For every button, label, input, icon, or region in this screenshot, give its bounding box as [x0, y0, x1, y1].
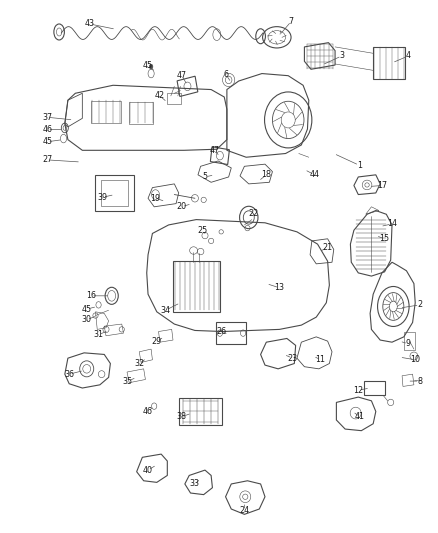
Bar — [210, 147, 230, 165]
Ellipse shape — [149, 64, 153, 69]
Text: 35: 35 — [123, 377, 133, 385]
Text: 29: 29 — [152, 337, 162, 345]
Text: 2: 2 — [417, 301, 422, 309]
Text: 15: 15 — [379, 235, 390, 243]
Text: 1: 1 — [357, 161, 362, 169]
Text: 44: 44 — [310, 171, 319, 179]
Text: 13: 13 — [275, 284, 284, 292]
Text: 39: 39 — [98, 193, 108, 201]
Bar — [101, 180, 128, 206]
Text: 26: 26 — [216, 327, 226, 336]
Bar — [404, 332, 415, 351]
Text: 32: 32 — [134, 359, 145, 368]
Text: 40: 40 — [143, 466, 153, 474]
Bar — [167, 93, 181, 104]
Bar — [216, 322, 246, 344]
Bar — [91, 101, 121, 123]
Text: 41: 41 — [355, 413, 365, 421]
Text: 31: 31 — [94, 330, 103, 339]
Text: 18: 18 — [261, 171, 271, 179]
Text: 25: 25 — [197, 226, 208, 235]
Bar — [179, 398, 222, 425]
Text: 23: 23 — [287, 354, 298, 362]
Text: 8: 8 — [417, 377, 422, 385]
Text: 21: 21 — [322, 244, 333, 252]
Text: 14: 14 — [387, 220, 397, 228]
Text: 9: 9 — [406, 340, 411, 348]
Text: 5: 5 — [202, 173, 208, 181]
Text: 20: 20 — [177, 203, 187, 211]
Text: 33: 33 — [190, 480, 200, 488]
Text: 27: 27 — [42, 156, 53, 164]
Bar — [95, 175, 134, 211]
Text: 16: 16 — [86, 292, 96, 300]
Text: 38: 38 — [177, 413, 187, 421]
Bar — [173, 261, 220, 312]
Text: 34: 34 — [161, 306, 170, 314]
Text: 37: 37 — [42, 113, 53, 122]
Text: 10: 10 — [410, 356, 420, 364]
Text: 47: 47 — [209, 146, 220, 155]
Text: 46: 46 — [42, 125, 52, 134]
Text: 12: 12 — [353, 386, 364, 394]
Text: 42: 42 — [155, 92, 165, 100]
Text: 4: 4 — [406, 52, 411, 60]
Text: 45: 45 — [81, 305, 92, 313]
Text: 47: 47 — [177, 71, 187, 80]
Text: 17: 17 — [377, 181, 387, 190]
Text: 24: 24 — [239, 506, 250, 515]
Text: 6: 6 — [223, 70, 229, 79]
Bar — [364, 381, 385, 395]
Text: 11: 11 — [316, 356, 325, 364]
Bar — [129, 102, 153, 124]
Text: 3: 3 — [339, 52, 344, 60]
Text: 36: 36 — [64, 370, 74, 378]
Bar — [373, 47, 405, 79]
Text: 45: 45 — [42, 138, 53, 146]
Text: 22: 22 — [248, 209, 258, 217]
Text: 7: 7 — [289, 17, 294, 26]
Text: 46: 46 — [143, 407, 153, 416]
Text: 19: 19 — [150, 194, 161, 203]
Text: 30: 30 — [82, 316, 92, 324]
Text: 43: 43 — [85, 20, 95, 28]
Bar — [177, 76, 198, 96]
Text: 45: 45 — [143, 61, 153, 69]
